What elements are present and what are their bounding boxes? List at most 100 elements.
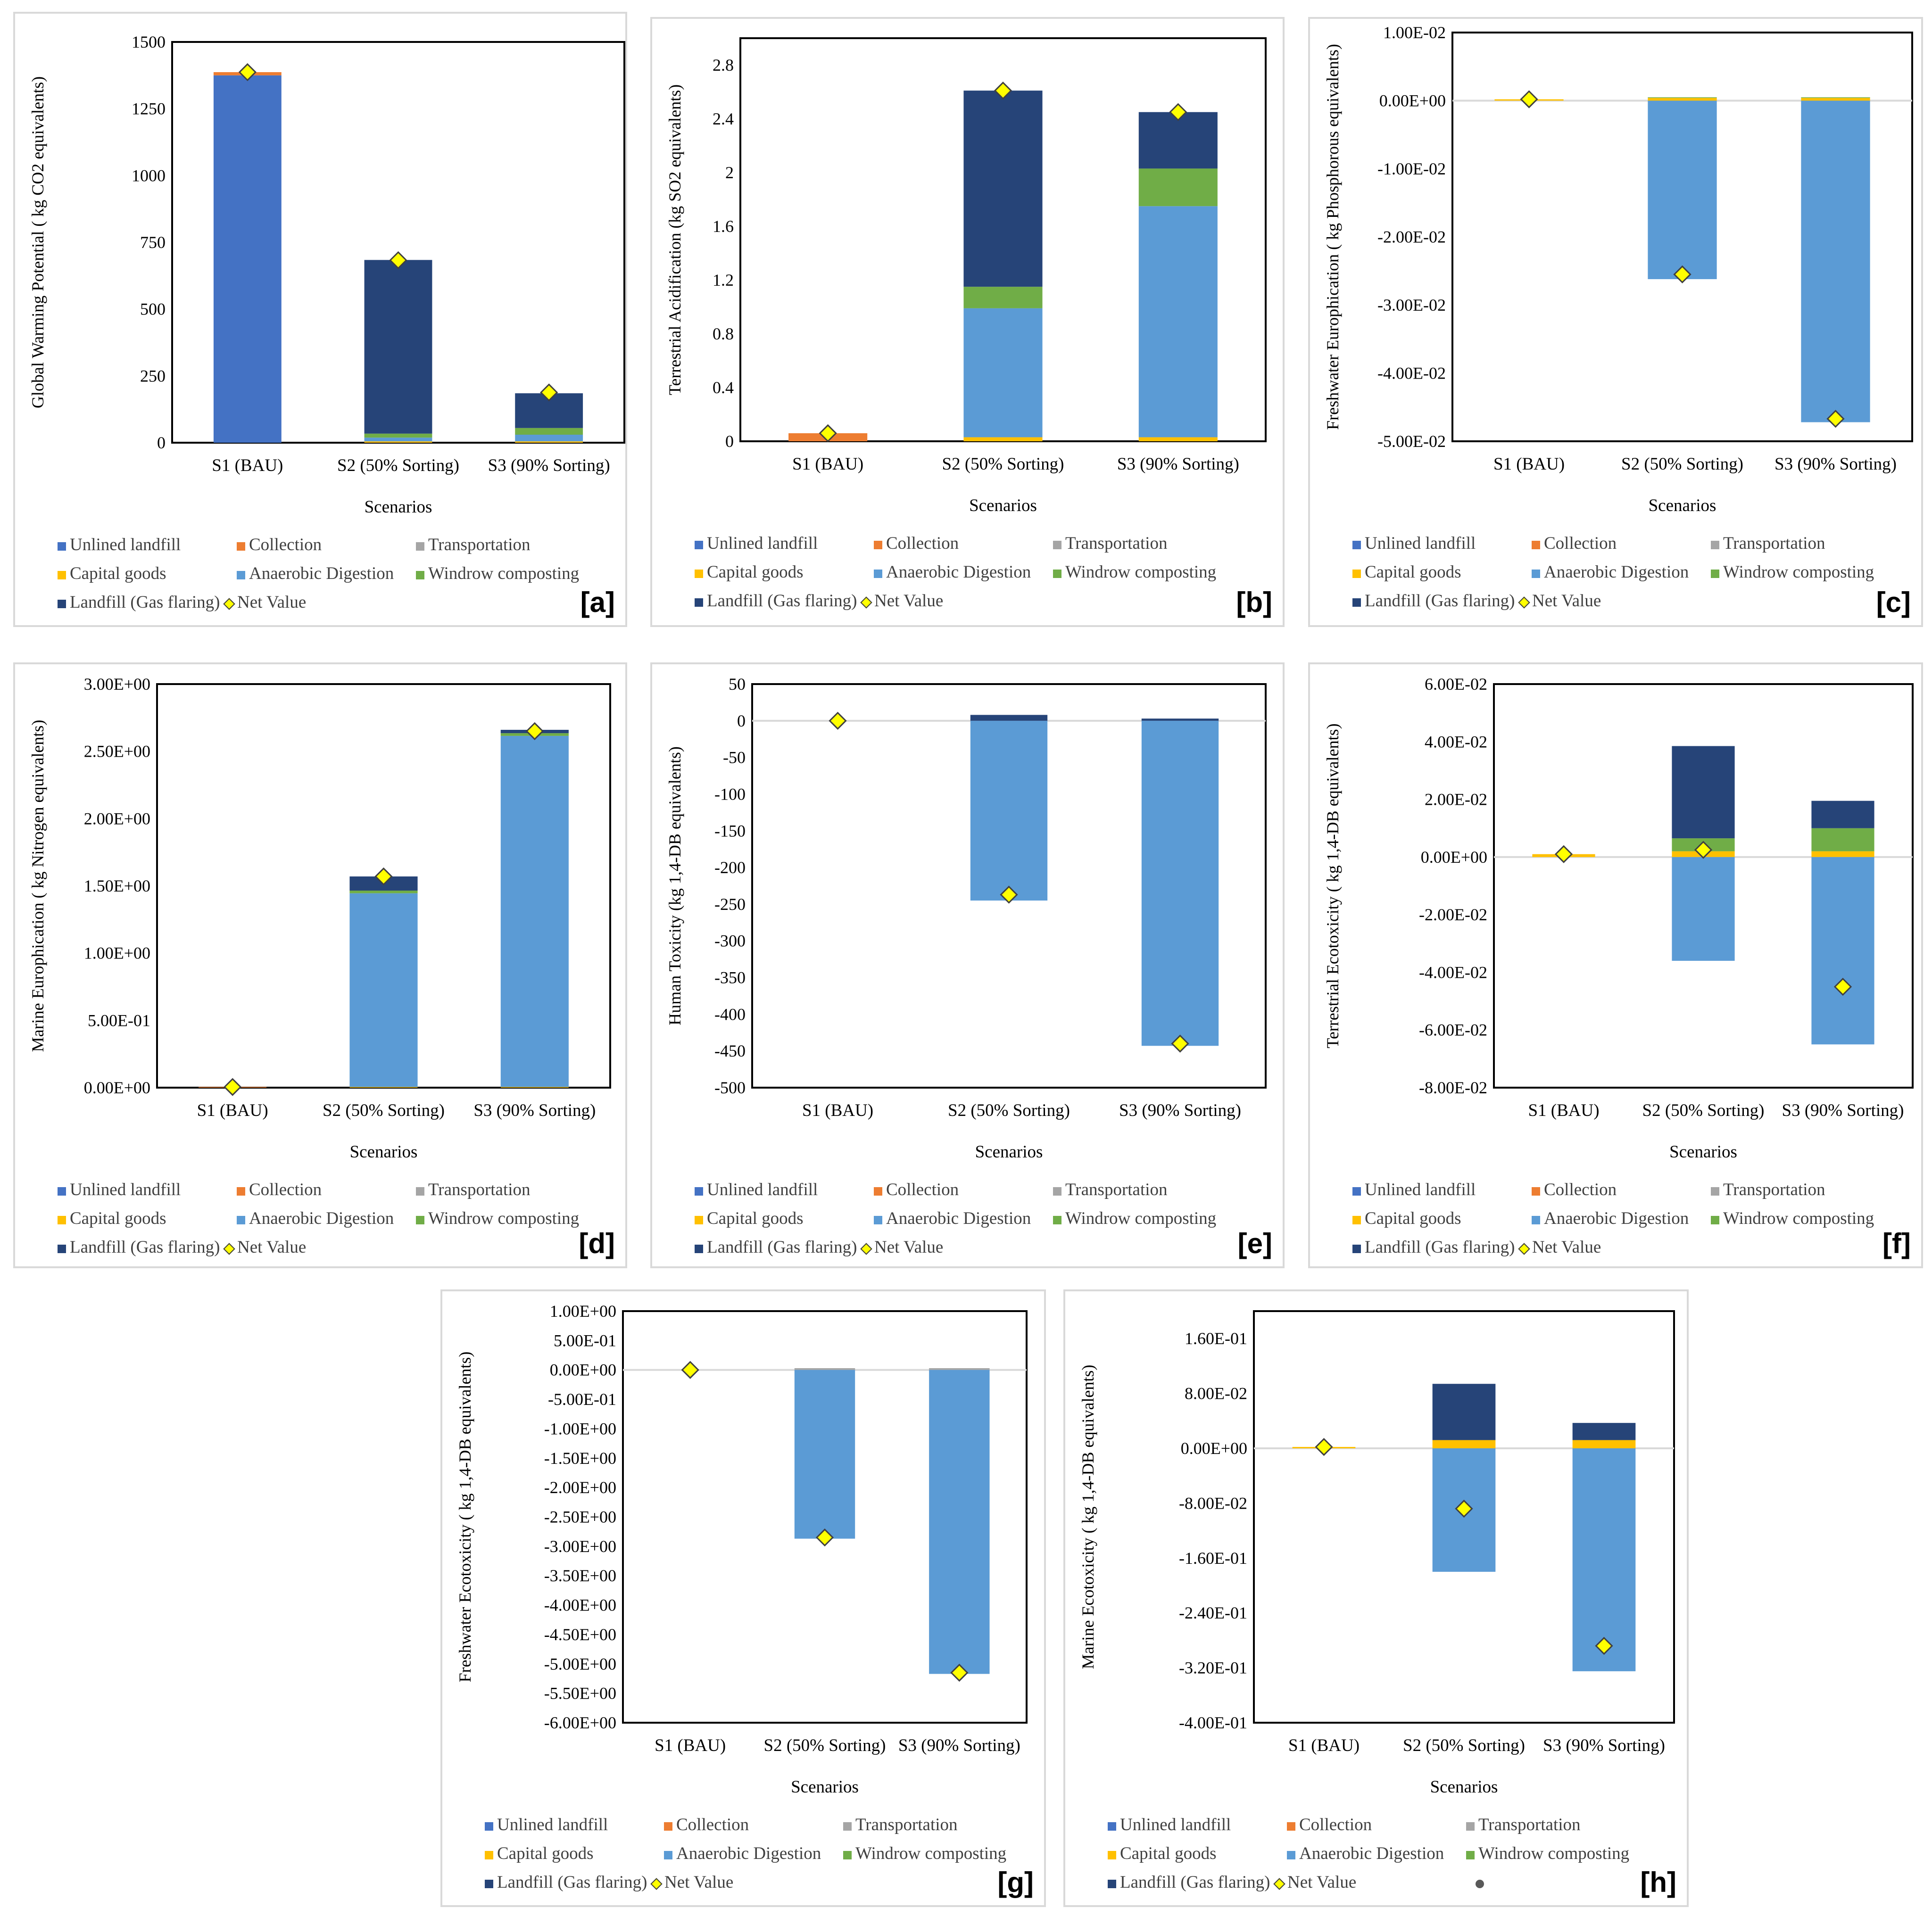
legend-swatch [1532, 540, 1540, 549]
legend-swatch [695, 540, 703, 549]
plot-area [751, 683, 1267, 1089]
bar-segment-windrow-composting [515, 428, 583, 435]
legend-item-unlined-landfill: Unlined landfill [485, 1815, 608, 1835]
net-value-marker [815, 1528, 834, 1547]
x-tick-label: S1 (BAU) [1528, 1101, 1599, 1120]
y-axis-title: Marine Europhication ( kg Nitrogen equiv… [28, 720, 47, 1052]
net-value-marker [994, 82, 1012, 100]
legend-swatch [1108, 1879, 1116, 1888]
panel-tag: [g] [997, 1866, 1034, 1898]
bar-segment-anaerobic-digestion [500, 735, 569, 1087]
legend-label: Capital goods [707, 562, 804, 582]
bar-segment-anaerobic-digestion [1811, 857, 1874, 1045]
y-tick-label: 1.00E-02 [1383, 23, 1446, 42]
net-value-marker [1169, 103, 1187, 121]
x-tick-label: S2 (50% Sorting) [337, 456, 459, 475]
x-tick-label: S3 (90% Sorting) [488, 456, 610, 475]
x-tick-label: S1 (BAU) [212, 456, 283, 475]
legend-item-windrow-composting: Windrow composting [1466, 1843, 1629, 1864]
net-value-marker [1520, 90, 1538, 108]
bar-segment-landfill-gas-flaring- [963, 91, 1043, 287]
bar-segment-anaerobic-digestion [1572, 1448, 1636, 1671]
chart-panel-6: -8.00E-02 -6.00E-02 -4.00E-02 -2.00E-02 0.00… [1308, 662, 1923, 1268]
legend-label: Net Value [1532, 591, 1601, 611]
y-tick-label: 0.00E+00 [84, 1078, 150, 1097]
legend-swatch [1053, 1187, 1061, 1196]
x-axis-title: Scenarios [791, 1777, 859, 1797]
legend-item-anaerobic-digestion: Anaerobic Digestion [237, 563, 394, 584]
legend-swatch [58, 570, 66, 579]
legend-item-net-value: Net Value [650, 1872, 733, 1892]
bar-segment-landfill-gas-flaring- [970, 715, 1048, 721]
legend-item-unlined-landfill: Unlined landfill [1108, 1815, 1231, 1835]
legend-label: Collection [1544, 534, 1617, 553]
bar-segment-capital-goods [500, 1087, 569, 1088]
legend-item-collection: Collection [874, 1180, 959, 1200]
chart-svg: -6.00E+00 -5.50E+00 -5.00E+00 -4.50E+00 -4.0… [456, 1302, 1028, 1797]
y-tick-label: -8.00E-02 [1419, 1078, 1487, 1097]
dot-marker-icon [1476, 1879, 1484, 1888]
legend-label: Net Value [1287, 1873, 1357, 1892]
y-tick-label: -1.00E-02 [1377, 159, 1446, 178]
y-tick-label: 0.00E+00 [1379, 91, 1446, 110]
legend-swatch [843, 1822, 852, 1831]
chart-svg: -4.00E-01 -3.20E-01 -2.40E-01 -1.60E-01 -8.0… [1078, 1310, 1675, 1797]
legend-swatch [695, 1187, 703, 1196]
legend-swatch [1287, 1822, 1295, 1831]
legend-swatch [1466, 1850, 1475, 1859]
legend-label: Collection [1299, 1815, 1372, 1834]
legend-swatch [1532, 569, 1540, 578]
legend-swatch [1711, 1215, 1719, 1224]
legend-label: Net Value [874, 1238, 944, 1257]
legend-label: Landfill (Gas flaring) [1365, 1238, 1515, 1257]
legend-item-unlined-landfill: Unlined landfill [1352, 533, 1476, 553]
legend-swatch [1108, 1822, 1116, 1831]
net-value-marker [1554, 845, 1573, 863]
y-tick-label: 4.00E-02 [1425, 732, 1487, 751]
legend-label: Transportation [1065, 534, 1168, 553]
legend-label: Transportation [1723, 534, 1825, 553]
legend-label: Unlined landfill [1365, 1180, 1476, 1199]
legend-item-transportation: Transportation [1466, 1815, 1581, 1835]
legend-item-anaerobic-digestion: Anaerobic Digestion [1287, 1843, 1444, 1864]
x-tick-label: S3 (90% Sorting) [898, 1736, 1020, 1755]
plot-area [1253, 1310, 1675, 1724]
chart-legend: Unlined landfill Collection Transportation… [695, 1180, 1282, 1266]
y-tick-label: -400 [714, 1005, 746, 1024]
legend-label: Windrow composting [855, 1844, 1007, 1863]
legend-item-transportation: Transportation [1053, 1180, 1168, 1200]
chart-svg: -8.00E-02 -6.00E-02 -4.00E-02 -2.00E-02 0.00… [1323, 675, 1914, 1162]
legend-item-landfill-gas-flaring-: Landfill (Gas flaring) [58, 592, 220, 612]
legend-item-anaerobic-digestion: Anaerobic Digestion [1532, 1208, 1689, 1229]
y-tick-label: -2.00E-02 [1377, 228, 1446, 247]
net-value-marker [1315, 1437, 1333, 1456]
legend-swatch [1352, 598, 1361, 607]
x-tick-label: S3 (90% Sorting) [1543, 1736, 1665, 1755]
panel-tag: [d] [579, 1228, 615, 1259]
y-tick-label: -8.00E-02 [1179, 1494, 1247, 1512]
legend-swatch [1532, 1187, 1540, 1196]
legend-item-windrow-composting: Windrow composting [843, 1843, 1006, 1864]
y-tick-label: 2.00E+00 [84, 809, 150, 828]
diamond-marker-icon [1273, 1877, 1285, 1890]
y-tick-label: -150 [714, 821, 746, 840]
legend-label: Landfill (Gas flaring) [70, 593, 220, 612]
legend-swatch [237, 1215, 245, 1224]
y-tick-label: 0 [157, 433, 166, 452]
legend-label: Unlined landfill [70, 1180, 181, 1199]
y-tick-label: -100 [714, 785, 746, 803]
net-value-marker [1455, 1499, 1473, 1518]
x-tick-label: S2 (50% Sorting) [942, 454, 1064, 474]
x-tick-label: S1 (BAU) [1493, 454, 1565, 474]
legend-item-capital-goods: Capital goods [1352, 562, 1461, 582]
panel-tag: [a] [580, 586, 615, 618]
legend-label: Landfill (Gas flaring) [497, 1873, 647, 1892]
y-tick-label: 2.8 [713, 56, 734, 74]
y-tick-label: -300 [714, 932, 746, 950]
x-tick-label: S1 (BAU) [655, 1736, 726, 1755]
legend-item-landfill-gas-flaring-: Landfill (Gas flaring) [1352, 591, 1515, 611]
legend-swatch [485, 1879, 493, 1888]
bar-segment-capital-goods [1138, 437, 1218, 441]
bar-segment-transportation [929, 1368, 990, 1370]
chart-svg: 0 250 500 750 1000 1250 1500 S1 (BAU) S2 (50% So… [28, 33, 625, 517]
